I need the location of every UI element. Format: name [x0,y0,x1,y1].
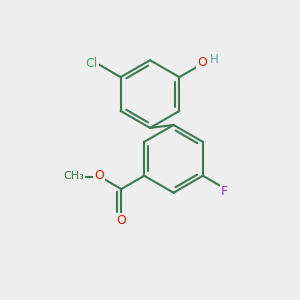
Text: O: O [197,56,207,69]
Text: F: F [221,185,228,199]
Text: O: O [116,214,126,227]
Text: O: O [94,169,104,182]
Text: H: H [210,52,219,65]
Text: Cl: Cl [85,57,98,70]
Text: CH₃: CH₃ [64,171,84,181]
